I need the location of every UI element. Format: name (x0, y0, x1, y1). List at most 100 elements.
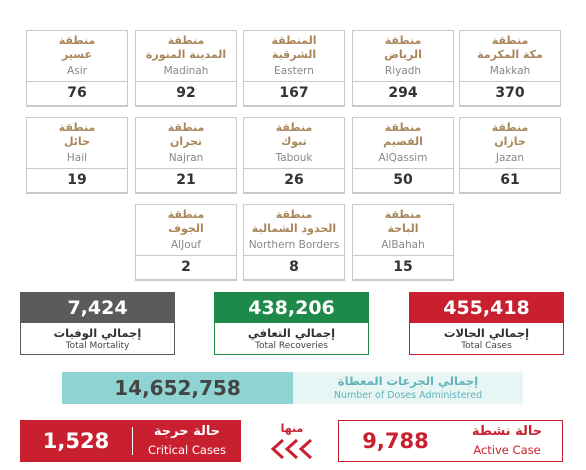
region-card: منطقة جازان Jazan 61 (459, 117, 561, 194)
region-arabic: القصيم (383, 135, 423, 148)
active-value: 9,788 (362, 429, 429, 453)
region-arabic: منطقة (58, 34, 96, 47)
region-card: منطقة الرياض Riyadh 294 (352, 30, 454, 107)
region-count-box: 15 (352, 255, 454, 281)
of-which-label: منها (280, 422, 304, 435)
active-arabic: حالة نشطة (471, 424, 543, 439)
region-arabic: عسير (61, 48, 93, 61)
region-arabic: مكة المكرمة (477, 48, 543, 61)
region-count-box: 21 (135, 168, 237, 194)
region-arabic: منطقة (491, 34, 529, 47)
region-arabic: منطقة (384, 208, 422, 221)
total-arabic: إجمالي الحالات (443, 326, 530, 340)
critical-english: Critical Cases (147, 443, 226, 457)
region-arabic: منطقة (275, 208, 313, 221)
critical-label-box: حالة حرجة Critical Cases (133, 420, 241, 462)
doses-label-box: إجمالي الجرعات المعطاة Number of Doses Ad… (293, 372, 523, 404)
doses-english: Number of Doses Administered (333, 390, 483, 401)
region-count: 294 (388, 85, 418, 101)
active-label-box: حالة نشطة Active Case (452, 421, 562, 461)
region-arabic: الجوف (168, 222, 204, 235)
region-arabic: الشرقية (271, 48, 317, 61)
region-count-box: 76 (26, 81, 128, 107)
region-english: Riyadh (384, 65, 422, 77)
region-count-box: 2 (135, 255, 237, 281)
region-arabic: منطقة (167, 208, 205, 221)
region-count-box: 92 (135, 81, 237, 107)
region-arabic: منطقة (275, 121, 313, 134)
region-count-box: 26 (243, 168, 345, 194)
total-arabic: إجمالي التعافي (247, 326, 336, 340)
region-count: 92 (176, 85, 196, 101)
total-box: 438,206 إجمالي التعافي Total Recoveries (214, 292, 369, 355)
total-english: Total Cases (461, 341, 512, 351)
total-value: 455,418 (410, 293, 563, 323)
region-count: 19 (67, 172, 87, 188)
region-arabic: تبوك (281, 135, 307, 148)
divider (132, 427, 133, 455)
region-arabic: منطقة (167, 34, 205, 47)
region-count-box: 370 (459, 81, 561, 107)
region-english: Northern Borders (248, 239, 340, 251)
region-count-box: 19 (26, 168, 128, 194)
total-english: Total Mortality (65, 341, 130, 351)
region-english: AlJouf (171, 239, 201, 251)
region-english: Najran (168, 152, 204, 164)
region-count-box: 50 (352, 168, 454, 194)
region-count: 167 (279, 85, 309, 101)
region-count: 50 (393, 172, 413, 188)
region-english: Eastern (274, 65, 314, 77)
doses-arabic: إجمالي الجرعات المعطاة (337, 374, 479, 388)
region-card: منطقة الباحة AlBahah 15 (352, 204, 454, 281)
region-english: AlBahah (381, 239, 425, 251)
region-card: منطقة نجران Najran 21 (135, 117, 237, 194)
region-arabic: منطقة (491, 121, 529, 134)
region-arabic: منطقة (384, 121, 422, 134)
region-count: 370 (495, 85, 525, 101)
active-box: 9,788 حالة نشطة Active Case (338, 420, 563, 462)
region-arabic: الحدود الشمالية (251, 222, 337, 235)
total-value: 7,424 (21, 293, 174, 323)
region-card: منطقة حائل Hail 19 (26, 117, 128, 194)
critical-value: 1,528 (42, 429, 110, 453)
total-arabic: إجمالي الوفيات (53, 326, 142, 340)
region-count: 76 (67, 85, 87, 101)
region-english: Asir (67, 65, 87, 77)
region-english: Hail (66, 152, 88, 164)
region-count: 15 (393, 259, 413, 275)
region-arabic: حائل (63, 135, 90, 148)
region-count: 26 (284, 172, 304, 188)
critical-arabic: حالة حرجة (153, 424, 221, 439)
region-arabic: نجران (169, 135, 203, 148)
critical-box: 1,528 حالة حرجة Critical Cases (20, 420, 241, 462)
region-card: منطقة الحدود الشمالية Northern Borders 8 (243, 204, 345, 281)
region-arabic: منطقة (167, 121, 205, 134)
region-english: Jazan (495, 152, 525, 164)
region-english: AlQassim (378, 152, 428, 164)
total-box: 7,424 إجمالي الوفيات Total Mortality (20, 292, 175, 355)
region-card: منطقة مكة المكرمة Makkah 370 (459, 30, 561, 107)
region-english: Tabouk (275, 152, 313, 164)
region-english: Makkah (489, 65, 531, 77)
region-card: منطقة القصيم AlQassim 50 (352, 117, 454, 194)
arrows (265, 437, 321, 461)
region-arabic: منطقة (58, 121, 96, 134)
total-value: 438,206 (215, 293, 368, 323)
active-english: Active Case (473, 443, 541, 457)
region-count: 21 (176, 172, 196, 188)
region-count-box: 61 (459, 168, 561, 194)
region-arabic: الباحة (387, 222, 419, 235)
arrow-icon (270, 438, 313, 460)
region-english: Madinah (163, 65, 209, 77)
region-card: منطقة عسير Asir 76 (26, 30, 128, 107)
region-arabic: الرياض (384, 48, 422, 61)
region-count-box: 167 (243, 81, 345, 107)
total-box: 455,418 إجمالي الحالات Total Cases (409, 292, 564, 355)
region-arabic: جازان (494, 135, 526, 148)
region-count: 2 (181, 259, 191, 275)
region-card: منطقة المدينة المنورة Madinah 92 (135, 30, 237, 107)
region-count: 61 (500, 172, 520, 188)
region-arabic: المنطقة (271, 34, 317, 47)
